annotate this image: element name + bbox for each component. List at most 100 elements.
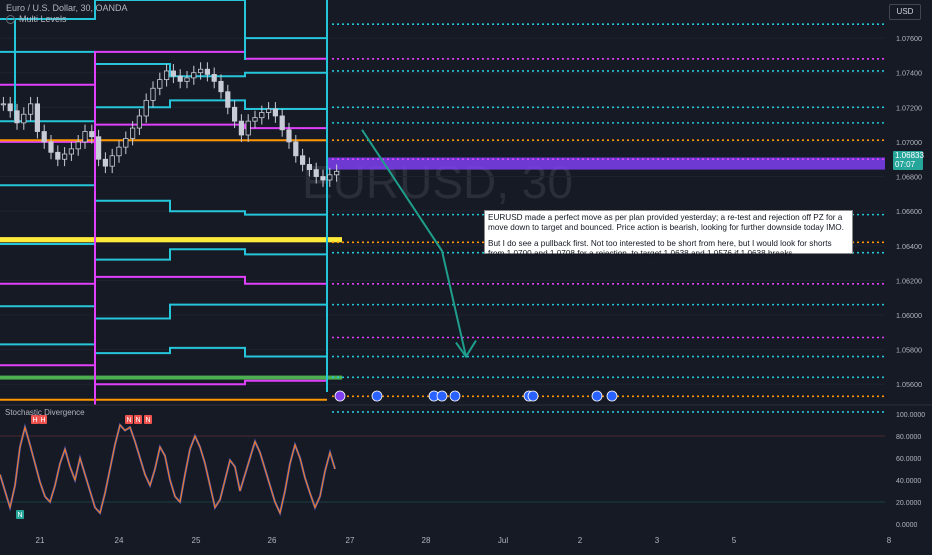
step-bands-layer <box>0 0 328 405</box>
candle-body <box>279 115 285 131</box>
candle-body <box>252 117 258 122</box>
arrow-line <box>361 129 467 357</box>
calendar-event-icon <box>371 390 383 402</box>
note-paragraph-1: EURUSD made a perfect move as per plan p… <box>488 213 844 232</box>
candle-body <box>96 136 102 160</box>
time-tick: 27 <box>346 536 355 545</box>
zone-green <box>0 375 342 380</box>
candle-body <box>75 141 81 150</box>
indicator-title[interactable]: Multi Levels <box>19 14 67 24</box>
divergence-marker-label: N <box>127 417 132 424</box>
candle-body <box>129 127 136 139</box>
stoch-tick: 40.0000 <box>896 478 921 485</box>
step-level <box>0 364 327 386</box>
divergence-marker-label: N <box>146 417 151 424</box>
price-tick: 1.07600 <box>896 34 922 43</box>
price-tick: 1.06800 <box>896 173 922 182</box>
candle-body <box>204 68 210 75</box>
time-tick: Jul <box>498 536 508 545</box>
price-tick: 1.06600 <box>896 207 922 216</box>
event-icons[interactable] <box>334 390 618 402</box>
price-tick: 1.05800 <box>896 346 922 355</box>
step-level <box>0 0 327 40</box>
candle-body <box>157 79 163 89</box>
candle-body <box>89 131 95 138</box>
candle-body <box>177 75 183 82</box>
candle-body <box>62 153 68 160</box>
divergence-marker-label: H <box>41 417 46 424</box>
calendar-event-icon <box>436 390 448 402</box>
candle-body <box>170 70 176 77</box>
zone-yellow <box>0 237 342 243</box>
candle-body <box>136 115 142 129</box>
divergence-marker <box>39 415 47 424</box>
candle-body <box>293 141 299 157</box>
candle-body <box>123 138 129 148</box>
stoch-tick: 80.0000 <box>896 434 921 441</box>
candle-body <box>211 74 217 82</box>
calendar-event-icon <box>606 390 618 402</box>
calendar-event-icon <box>449 390 461 402</box>
stochastic-title[interactable]: Stochastic Divergence <box>5 408 85 417</box>
step-level <box>0 50 327 86</box>
candle-body <box>68 148 74 155</box>
stoch-tick: 20.0000 <box>896 500 921 507</box>
step-level <box>0 275 327 285</box>
price-axis[interactable]: 1.07600 1.07400 1.07200 1.07000 1.06800 1.066… <box>896 34 922 389</box>
symbol-title[interactable]: Euro / U.S. Dollar, 30, OANDA <box>6 3 128 13</box>
divergence-marker-label: N <box>136 417 141 424</box>
candle-body <box>259 112 265 119</box>
candle-body <box>191 72 197 79</box>
candle-body <box>102 158 108 167</box>
time-tick: 28 <box>422 536 431 545</box>
candle-body <box>265 108 272 113</box>
time-axis[interactable]: 21 24 25 26 27 28 Jul 2 3 5 8 <box>36 536 892 545</box>
time-tick: 3 <box>655 536 660 545</box>
last-price-badge: 1.06833 07:07 <box>893 151 924 170</box>
stoch-tick: 0.0000 <box>896 522 918 529</box>
analysis-note[interactable]: EURUSD made a perfect move as per plan p… <box>484 210 853 258</box>
last-price-value: 1.06833 <box>895 151 924 160</box>
chart-legend: Euro / U.S. Dollar, 30, OANDA Multi Leve… <box>6 3 128 25</box>
candle-body <box>163 70 170 81</box>
candle-body <box>299 155 306 165</box>
candle-body <box>272 108 279 117</box>
projection-arrow[interactable] <box>361 129 477 359</box>
stochastic-pane[interactable]: 100.0000 80.0000 60.0000 40.0000 20.0000 0.00… <box>0 404 932 529</box>
candle-body <box>41 131 47 143</box>
eye-icon[interactable] <box>6 15 15 24</box>
time-tick: 24 <box>115 536 124 545</box>
divergence-marker <box>31 415 39 424</box>
candle-body <box>327 174 333 181</box>
price-tick: 1.07000 <box>896 138 922 147</box>
candle-body <box>14 110 20 124</box>
time-tick: 5 <box>732 536 737 545</box>
divergence-marker <box>16 510 24 519</box>
candle-body <box>116 146 122 157</box>
candle-body <box>0 103 7 106</box>
calendar-event-icon <box>591 390 603 402</box>
time-tick: 25 <box>192 536 201 545</box>
candle-body <box>48 141 54 153</box>
candle-body <box>320 176 326 181</box>
candle-body <box>225 91 231 108</box>
candle-body <box>150 87 156 101</box>
divergence-marker-label: N <box>18 512 23 519</box>
candle-body <box>218 80 224 93</box>
note-paragraph-2: But I do see a pullback first. Not too i… <box>488 239 832 258</box>
candle-body <box>34 103 41 132</box>
stoch-k-line <box>0 423 336 515</box>
divergence-marker <box>134 415 142 424</box>
candle-body <box>184 77 190 82</box>
currency-label[interactable]: USD <box>889 4 921 20</box>
candle-body <box>245 120 251 136</box>
candle-body <box>197 68 204 74</box>
time-tick: 8 <box>887 536 892 545</box>
price-tick: 1.06400 <box>896 242 922 251</box>
candle-body <box>333 170 340 176</box>
candle-body <box>82 131 88 143</box>
stoch-tick: 60.0000 <box>896 456 921 463</box>
divergence-marker <box>125 415 133 424</box>
